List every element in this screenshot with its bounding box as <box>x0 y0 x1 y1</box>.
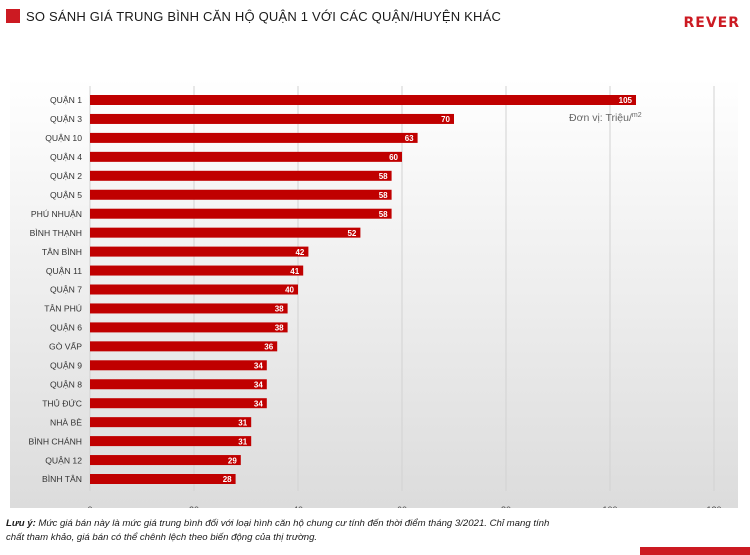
bar-value-label: 28 <box>223 475 232 484</box>
category-label: QUẬN 1 <box>50 95 82 105</box>
category-label: QUẬN 11 <box>46 266 82 276</box>
bar <box>90 170 392 181</box>
bar <box>90 265 304 276</box>
bar-value-label: 41 <box>290 267 299 276</box>
title-marker <box>6 9 20 23</box>
bar <box>90 417 252 428</box>
bar-chart: 105 70 63 60 58 58 58 52 42 41 40 38 38 36 34 34 34 31 31 2… <box>10 78 738 508</box>
bar-value-label: 105 <box>619 96 633 105</box>
unit-label: Đơn vị: Triệu/m2 <box>569 112 642 124</box>
category-label: BÌNH CHÁNH <box>29 436 82 446</box>
bar <box>90 474 236 484</box>
x-tick-label: 40 <box>293 505 303 508</box>
bar-value-label: 31 <box>238 437 247 446</box>
bar <box>90 436 252 447</box>
bar-value-label: 29 <box>228 456 237 465</box>
bar-value-label: 58 <box>379 191 388 200</box>
footnote-text: Mức giá bán này là mức giá trung bình đố… <box>6 518 550 543</box>
bar <box>90 208 392 219</box>
x-tick-labels: 0 20 40 60 80 100 120 <box>87 505 721 508</box>
bar <box>90 151 402 162</box>
rever-logo: REVER <box>683 15 740 31</box>
category-label: TÂN BÌNH <box>42 247 82 257</box>
bar-value-label: 38 <box>275 324 284 333</box>
bar-value-label: 36 <box>264 343 273 352</box>
category-label: QUẬN 9 <box>50 361 82 371</box>
bar-value-label: 34 <box>254 380 263 389</box>
bar-value-label: 34 <box>254 399 263 408</box>
category-label: NHÀ BÈ <box>50 417 82 427</box>
x-tick-label: 20 <box>189 505 199 508</box>
bar-value-label: 70 <box>441 115 450 124</box>
category-label: QUẬN 3 <box>50 114 82 124</box>
category-label: BÌNH THẠNH <box>30 228 82 238</box>
bar-value-label: 58 <box>379 210 388 219</box>
category-label: QUẬN 8 <box>50 379 82 389</box>
bar <box>90 341 278 352</box>
unit-label-sup: m2 <box>632 112 642 119</box>
x-tick-label: 0 <box>87 505 92 508</box>
bar-value-label: 34 <box>254 362 263 371</box>
bar <box>90 455 241 466</box>
bar-value-label: 38 <box>275 305 284 314</box>
x-tick-label: 100 <box>602 505 617 508</box>
bar <box>90 227 361 238</box>
category-label: QUẬN 2 <box>50 171 82 181</box>
category-label: QUẬN 10 <box>45 133 82 143</box>
bar-value-label: 42 <box>295 248 304 257</box>
bar-value-label: 58 <box>379 172 388 181</box>
bar <box>90 379 267 390</box>
bar <box>90 284 298 295</box>
unit-label-text: Đơn vị: Triệu/ <box>569 112 632 124</box>
x-tick-label: 120 <box>706 505 721 508</box>
category-label: PHÚ NHUẬN <box>31 209 82 219</box>
bar <box>90 322 288 333</box>
bar <box>90 246 309 257</box>
category-label: QUẬN 7 <box>50 285 82 295</box>
category-label: QUẬN 12 <box>45 455 82 465</box>
category-label: QUẬN 6 <box>50 323 82 333</box>
category-labels: QUẬN 1 QUẬN 3 QUẬN 10 QUẬN 4 QUẬN 2 QUẬN 5 PHÚ… <box>29 95 83 484</box>
category-label: THỦ ĐỨC <box>42 397 82 408</box>
bar-value-label: 63 <box>405 134 414 143</box>
bars: 105 70 63 60 58 58 58 52 42 41 40 38 38 36 34 34 34 31 31 2… <box>90 95 636 484</box>
footnote-label: Lưu ý: <box>6 518 36 529</box>
bar <box>90 132 418 143</box>
category-label: QUẬN 5 <box>50 190 82 200</box>
chart-area: 105 70 63 60 58 58 58 52 42 41 40 38 38 36 34 34 34 31 31 2… <box>10 78 738 508</box>
bar <box>90 113 454 124</box>
bar <box>90 95 636 105</box>
footnote: Lưu ý: Mức giá bán này là mức giá trung … <box>6 517 566 545</box>
x-tick-label: 60 <box>397 505 407 508</box>
category-label: GÒ VẤP <box>49 342 82 352</box>
footer-accent-bar <box>640 547 750 555</box>
bar <box>90 189 392 200</box>
category-label: BÌNH TÂN <box>42 474 82 484</box>
bar <box>90 398 267 409</box>
category-label: QUẬN 4 <box>50 152 82 162</box>
x-tick-label: 80 <box>501 505 511 508</box>
bar-value-label: 60 <box>389 153 398 162</box>
bar <box>90 303 288 314</box>
bar-value-label: 31 <box>238 418 247 427</box>
bar-value-label: 40 <box>285 286 294 295</box>
bar-value-label: 52 <box>347 229 356 238</box>
bar <box>90 360 267 371</box>
category-label: TÂN PHÚ <box>44 304 82 314</box>
page-title: SO SÁNH GIÁ TRUNG BÌNH CĂN HỘ QUẬN 1 VỚI… <box>26 9 502 24</box>
